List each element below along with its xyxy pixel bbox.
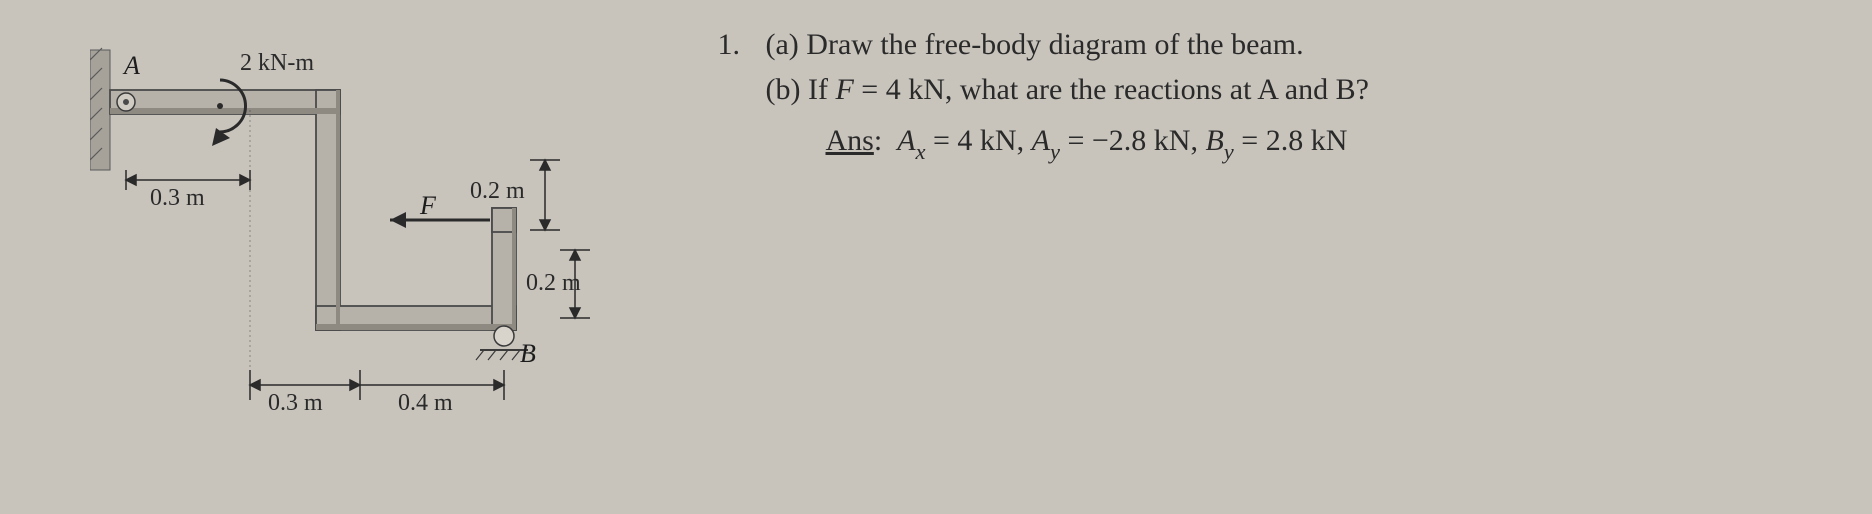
page: A 2 kN-m F B 0.3 m 0.3 m 0.4 m 0.2 m 0.2…	[0, 0, 1872, 514]
label-A: A	[122, 51, 140, 80]
ans-label: Ans	[826, 124, 874, 157]
dim-03a: 0.3 m	[150, 185, 205, 211]
beam-diagram: A 2 kN-m F B 0.3 m 0.3 m 0.4 m 0.2 m 0.2…	[90, 30, 610, 450]
label-F: F	[419, 191, 437, 220]
dim-02b: 0.2 m	[526, 270, 581, 296]
answer-line: Ans: Ax = 4 kN, Ay = −2.8 kN, By = 2.8 k…	[766, 118, 1806, 167]
part-b-text: (b) If F = 4 kN, what are the reactions …	[766, 73, 1369, 106]
dim-03b: 0.3 m	[268, 390, 323, 416]
figure: A 2 kN-m F B 0.3 m 0.3 m 0.4 m 0.2 m 0.2…	[90, 30, 610, 450]
part-a-text: (a) Draw the free-body diagram of the be…	[766, 28, 1304, 61]
label-B: B	[520, 339, 536, 368]
question-number: 1.	[680, 22, 740, 67]
question-block: 1. (a) Draw the free-body diagram of the…	[680, 22, 1830, 167]
label-moment: 2 kN-m	[240, 50, 314, 76]
dim-02a: 0.2 m	[470, 178, 525, 204]
dim-04: 0.4 m	[398, 390, 453, 416]
